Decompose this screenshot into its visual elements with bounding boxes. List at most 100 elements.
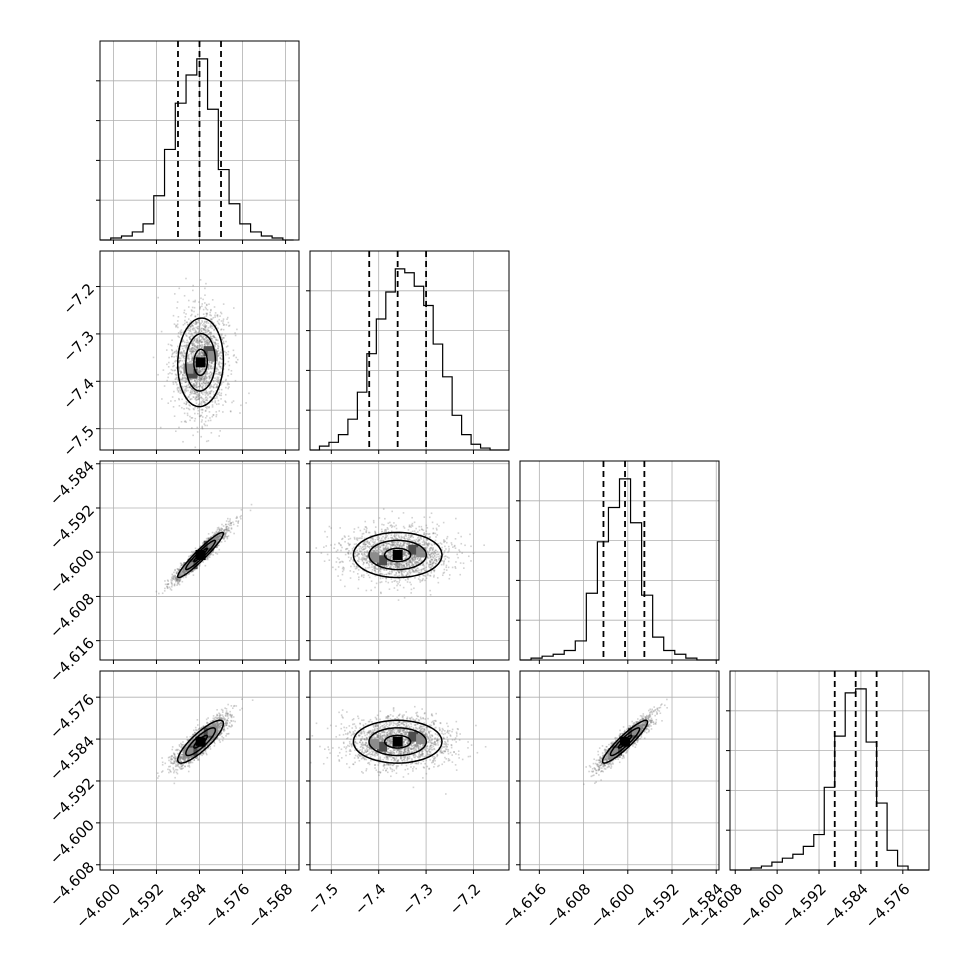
sample-point: [197, 378, 200, 381]
sample-point: [205, 377, 208, 379]
sample-point: [189, 378, 191, 380]
sample-point: [207, 419, 210, 422]
sample-point: [201, 408, 204, 411]
sample-point: [364, 543, 367, 546]
sample-point: [446, 537, 448, 540]
sample-point: [230, 522, 232, 524]
sample-point: [444, 555, 447, 557]
sample-point: [203, 377, 206, 380]
sample-point: [401, 546, 404, 549]
sample-point: [181, 387, 184, 389]
sample-point: [205, 537, 208, 540]
sample-point: [226, 383, 229, 386]
sample-point: [215, 370, 218, 372]
sample-point: [198, 380, 201, 383]
sample-point: [380, 567, 383, 569]
sample-point: [420, 536, 422, 538]
sample-point: [210, 314, 212, 317]
sample-point: [183, 389, 185, 392]
sample-point: [400, 538, 402, 541]
sample-point: [205, 357, 207, 359]
sample-point: [356, 559, 359, 562]
sample-point: [204, 382, 206, 385]
sample-point: [396, 562, 399, 564]
sample-point: [199, 354, 202, 357]
sample-point: [433, 576, 435, 578]
sample-point: [207, 367, 209, 370]
sample-point: [381, 565, 384, 567]
sample-point: [176, 571, 179, 573]
sample-point: [177, 316, 180, 318]
sample-point: [364, 545, 366, 548]
sample-point: [434, 559, 436, 562]
sample-point: [406, 554, 408, 557]
sample-point: [432, 562, 434, 565]
hist-panel-2: [516, 460, 720, 664]
sample-point: [220, 348, 223, 351]
sample-point: [393, 541, 396, 543]
sample-point: [180, 365, 182, 368]
sample-point: [194, 381, 197, 383]
sample-point: [201, 546, 204, 548]
sample-point: [440, 543, 443, 545]
sample-point: [180, 333, 182, 336]
sample-point: [181, 340, 184, 343]
sample-point: [426, 539, 429, 541]
sample-point: [403, 550, 406, 553]
sample-point: [208, 375, 210, 378]
sample-point: [199, 352, 202, 354]
sample-point: [388, 573, 390, 575]
sample-point: [417, 556, 420, 559]
sample-point: [204, 406, 207, 409]
sample-point: [353, 543, 356, 546]
contour-level-2: [176, 531, 225, 579]
sample-point: [199, 371, 201, 374]
sample-point: [206, 392, 208, 395]
sample-point: [206, 407, 208, 410]
sample-point: [204, 302, 206, 304]
histogram-step: [520, 478, 719, 661]
sample-point: [183, 407, 185, 410]
sample-point: [411, 556, 414, 559]
sample-point: [207, 364, 209, 367]
sample-point: [220, 312, 223, 315]
sample-point: [194, 387, 196, 389]
sample-point: [420, 525, 423, 528]
sample-point: [204, 385, 207, 388]
sample-point: [202, 337, 204, 339]
sample-point: [324, 530, 326, 533]
sample-point: [410, 571, 412, 574]
sample-point: [169, 372, 171, 374]
sample-point: [192, 384, 195, 387]
sample-point: [191, 342, 193, 345]
sample-point: [215, 415, 218, 418]
sample-point: [426, 551, 429, 554]
sample-point: [161, 592, 164, 595]
sample-point: [217, 342, 219, 345]
sample-point: [408, 542, 411, 545]
sample-point: [210, 372, 213, 375]
sample-point: [179, 562, 182, 565]
sample-point: [230, 373, 233, 375]
sample-point: [421, 544, 424, 546]
sample-point: [196, 391, 199, 394]
sample-point: [389, 543, 391, 546]
sample-point: [193, 385, 196, 388]
sample-point: [207, 343, 209, 346]
sample-point: [203, 335, 205, 337]
sample-point: [175, 366, 178, 369]
sample-point: [192, 344, 194, 347]
sample-point: [207, 363, 209, 365]
sample-point: [396, 563, 399, 565]
sample-point: [204, 306, 207, 309]
sample-point: [187, 573, 190, 575]
sample-point: [225, 526, 228, 528]
sample-point: [412, 540, 414, 543]
sample-point: [365, 530, 368, 533]
sample-point: [181, 573, 184, 575]
sample-point: [394, 579, 397, 582]
sample-point: [202, 382, 205, 384]
sample-point: [177, 582, 180, 585]
sample-point: [218, 529, 221, 531]
sample-point: [200, 378, 203, 380]
